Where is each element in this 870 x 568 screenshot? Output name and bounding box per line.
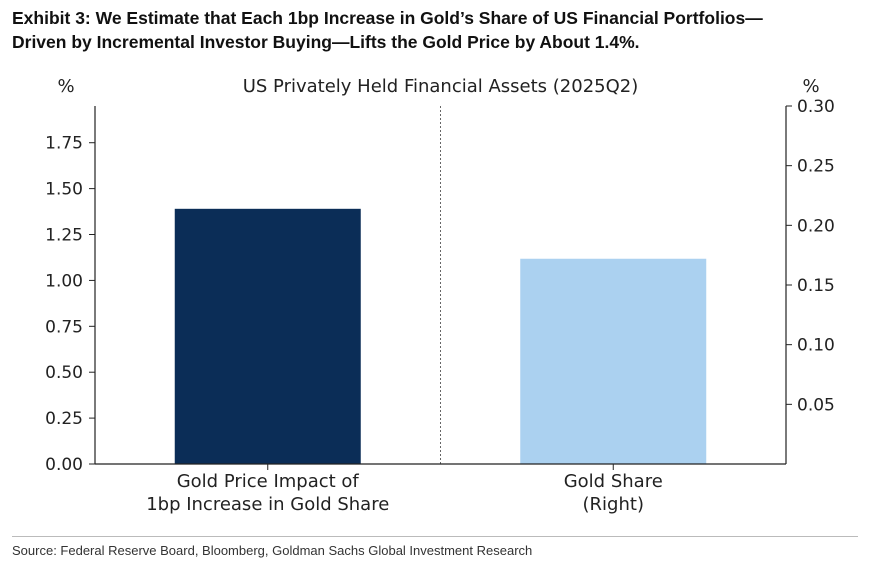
left-axis-unit: % [57, 76, 74, 97]
left-tick-label: 1.00 [45, 271, 83, 291]
x-tick-label: Gold Price Impact of [177, 471, 360, 492]
left-tick-label: 0.00 [45, 455, 83, 475]
exhibit-title-line2: Driven by Incremental Investor Buying—Li… [12, 32, 640, 52]
chart-title: US Privately Held Financial Assets (2025… [243, 76, 639, 97]
right-tick-label: 0.05 [797, 395, 835, 415]
right-axis-unit: % [802, 76, 819, 97]
left-tick-label: 0.25 [45, 409, 83, 429]
left-tick-label: 1.25 [45, 226, 83, 246]
x-tick-label: (Right) [583, 494, 644, 515]
left-tick-label: 0.50 [45, 363, 83, 383]
right-tick-label: 0.15 [797, 276, 835, 296]
exhibit-title-line1: Exhibit 3: We Estimate that Each 1bp Inc… [12, 8, 763, 28]
left-tick-label: 1.75 [45, 134, 83, 154]
right-tick-label: 0.20 [797, 216, 835, 236]
right-tick-label: 0.10 [797, 336, 835, 356]
source-note: Source: Federal Reserve Board, Bloomberg… [12, 543, 533, 558]
exhibit-title: Exhibit 3: We Estimate that Each 1bp Inc… [12, 6, 862, 54]
left-tick-label: 1.50 [45, 180, 83, 200]
right-tick-label: 0.25 [797, 157, 835, 177]
bar [520, 258, 707, 464]
x-tick-label: 1bp Increase in Gold Share [146, 494, 389, 515]
right-tick-label: 0.30 [797, 97, 835, 117]
left-tick-label: 0.75 [45, 317, 83, 337]
source-divider [12, 536, 858, 537]
x-tick-label: Gold Share [564, 471, 663, 492]
bar [174, 208, 361, 464]
